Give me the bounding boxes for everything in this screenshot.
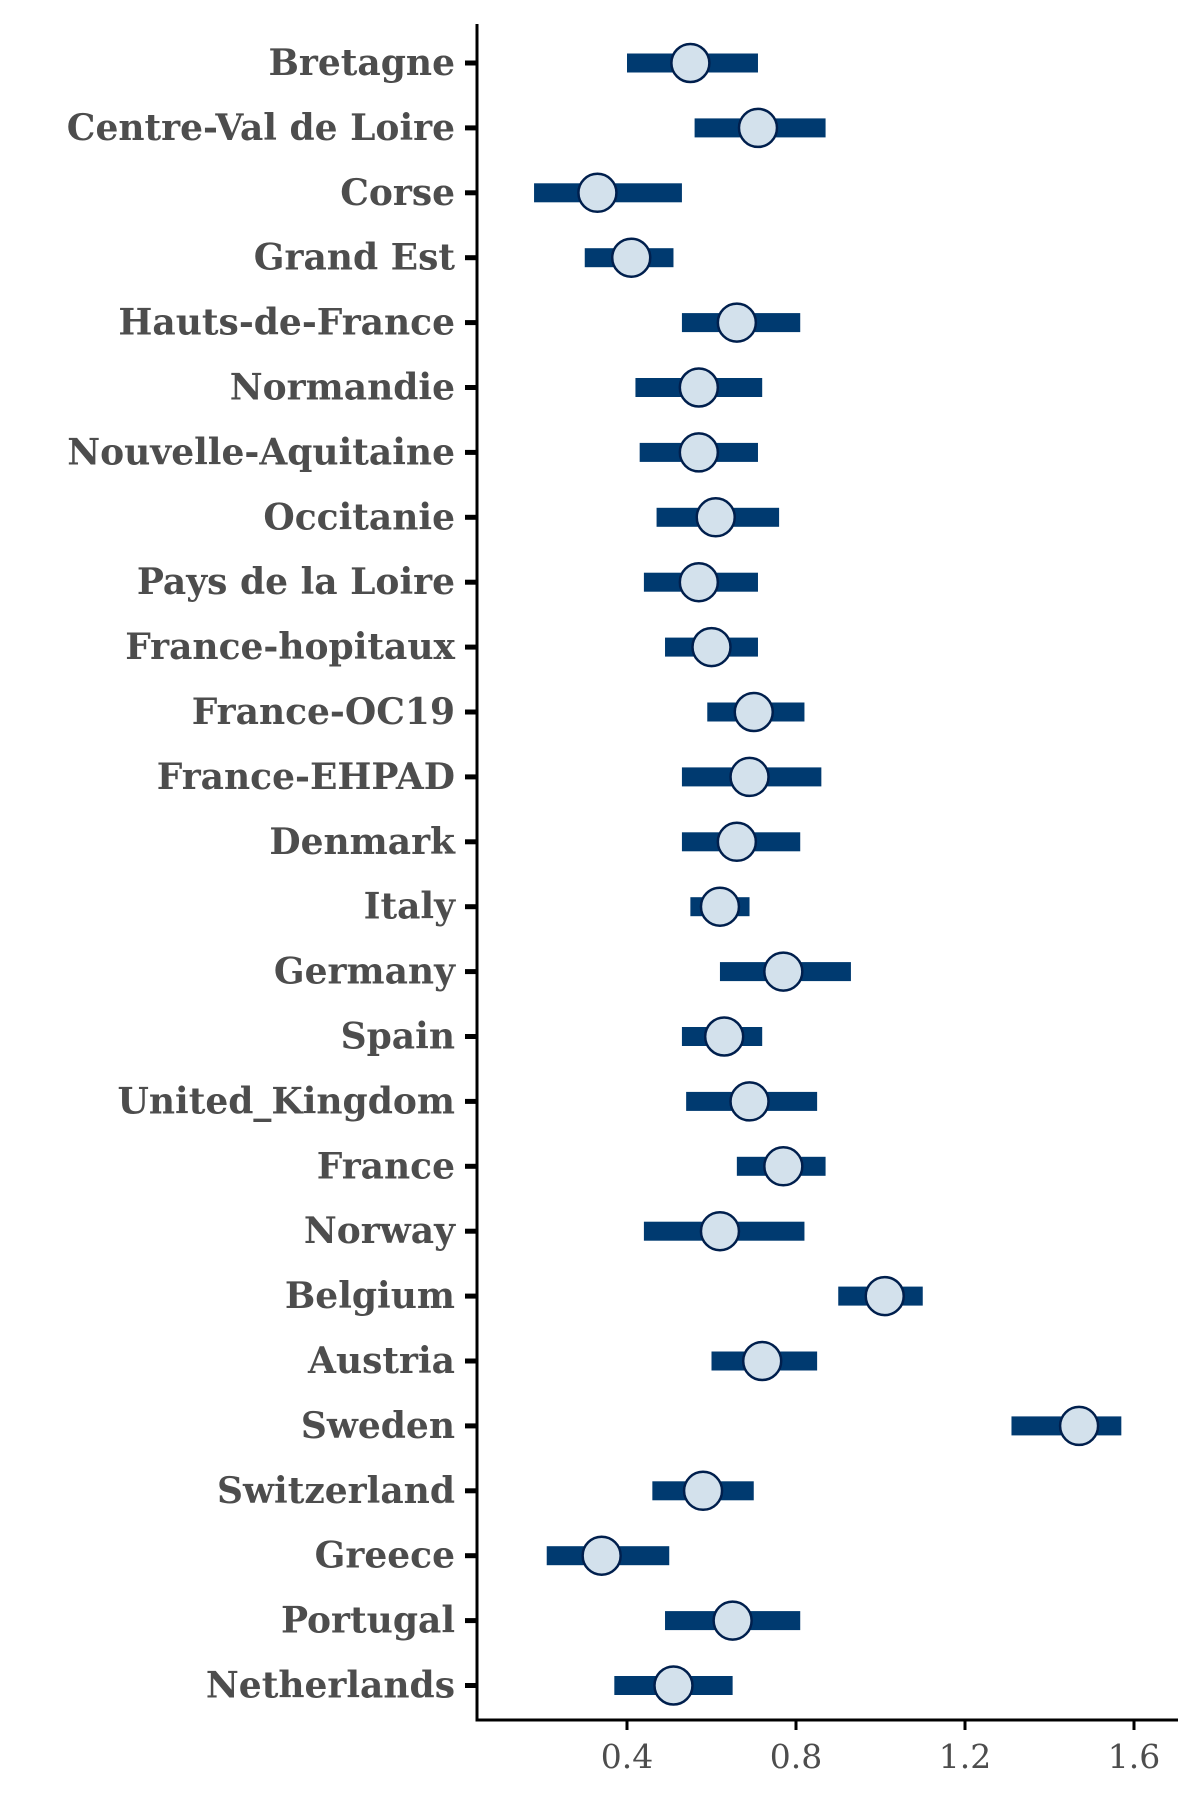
point-estimate: [678, 432, 720, 473]
row-12: Denmark: [269, 821, 801, 863]
row-13: Italy: [364, 886, 750, 928]
rows-layer: Bretagne Centre-Val de Loire Corse Grand Es…: [67, 42, 1122, 1707]
point-estimate: [699, 1210, 741, 1252]
x-tick-label: 0.4: [601, 1737, 653, 1776]
row-14: Germany: [274, 951, 851, 993]
point-estimate: [682, 1470, 724, 1512]
row-7: Occitanie: [263, 496, 780, 538]
category-label: Grand Est: [254, 237, 456, 279]
row-4: Hauts-de-France: [118, 302, 801, 344]
category-label: Pays de la Loire: [137, 561, 455, 603]
point-estimate: [729, 1081, 770, 1122]
category-label: Denmark: [269, 821, 456, 863]
row-1: Centre-Val de Loire: [67, 107, 826, 149]
x-tick-label: 0.8: [770, 1737, 822, 1776]
row-23: Greece: [315, 1535, 670, 1577]
category-label: Centre-Val de Loire: [67, 107, 455, 149]
point-estimate: [678, 367, 720, 408]
category-label: Hauts-de-France: [118, 302, 455, 344]
row-15: Spain: [341, 1016, 763, 1058]
point-estimate: [763, 951, 804, 992]
row-6: Nouvelle-Aquitaine: [67, 431, 758, 473]
category-label: Austria: [307, 1340, 455, 1382]
row-2: Corse: [340, 172, 682, 214]
row-19: Belgium: [285, 1275, 923, 1317]
row-17: France: [317, 1145, 826, 1187]
category-label: France: [317, 1145, 455, 1187]
category-label: Spain: [341, 1016, 455, 1058]
category-label: Occitanie: [263, 496, 455, 538]
category-label: Sweden: [301, 1405, 455, 1447]
category-label: France-OC19: [192, 691, 455, 733]
category-label: Corse: [340, 172, 455, 214]
point-estimate: [653, 1665, 694, 1706]
row-22: Switzerland: [217, 1470, 754, 1512]
category-label: Netherlands: [206, 1665, 455, 1707]
category-label: France-hopitaux: [125, 626, 455, 668]
x-axis-ticks: 0.4 0.8 1.2 1.6: [601, 1720, 1160, 1776]
category-label: Belgium: [285, 1275, 455, 1317]
point-estimate: [733, 691, 774, 733]
point-estimate: [670, 42, 711, 84]
point-estimate: [610, 237, 652, 278]
row-11: France-EHPAD: [157, 756, 822, 798]
category-label: Switzerland: [217, 1470, 455, 1512]
row-10: France-OC19: [192, 691, 805, 733]
point-estimate: [716, 302, 758, 343]
x-tick-label: 1.2: [939, 1737, 991, 1776]
row-21: Sweden: [301, 1405, 1122, 1447]
point-estimate: [577, 172, 618, 214]
row-20: Austria: [307, 1340, 818, 1382]
row-0: Bretagne: [268, 42, 758, 84]
x-tick-label: 1.6: [1108, 1737, 1160, 1776]
category-label: Italy: [364, 886, 456, 928]
point-estimate: [716, 821, 758, 863]
category-label: France-EHPAD: [157, 756, 455, 798]
point-estimate: [699, 886, 741, 927]
row-16: United_Kingdom: [117, 1080, 818, 1122]
point-estimate: [1058, 1405, 1100, 1447]
row-18: Norway: [304, 1210, 805, 1252]
category-label: Portugal: [281, 1600, 455, 1642]
point-estimate: [864, 1275, 905, 1317]
point-estimate: [695, 497, 736, 538]
category-label: Greece: [315, 1535, 455, 1577]
row-24: Portugal: [281, 1600, 801, 1642]
category-label: Normandie: [230, 367, 455, 409]
category-label: United_Kingdom: [117, 1080, 455, 1122]
point-estimate: [763, 1146, 804, 1187]
row-8: Pays de la Loire: [137, 561, 758, 603]
point-estimate: [678, 561, 720, 603]
category-label: Germany: [274, 951, 456, 993]
row-5: Normandie: [230, 367, 763, 409]
row-3: Grand Est: [254, 237, 674, 279]
category-label: Norway: [304, 1210, 456, 1252]
point-estimate: [737, 107, 779, 149]
point-estimate: [703, 1016, 745, 1057]
point-estimate: [691, 626, 732, 668]
point-estimate: [712, 1600, 753, 1641]
point-estimate: [741, 1340, 783, 1382]
point-estimate: [729, 756, 770, 798]
point-estimate: [581, 1535, 622, 1576]
row-25: Netherlands: [206, 1665, 733, 1707]
category-label: Bretagne: [268, 42, 455, 84]
category-label: Nouvelle-Aquitaine: [67, 431, 455, 473]
row-9: France-hopitaux: [125, 626, 758, 668]
